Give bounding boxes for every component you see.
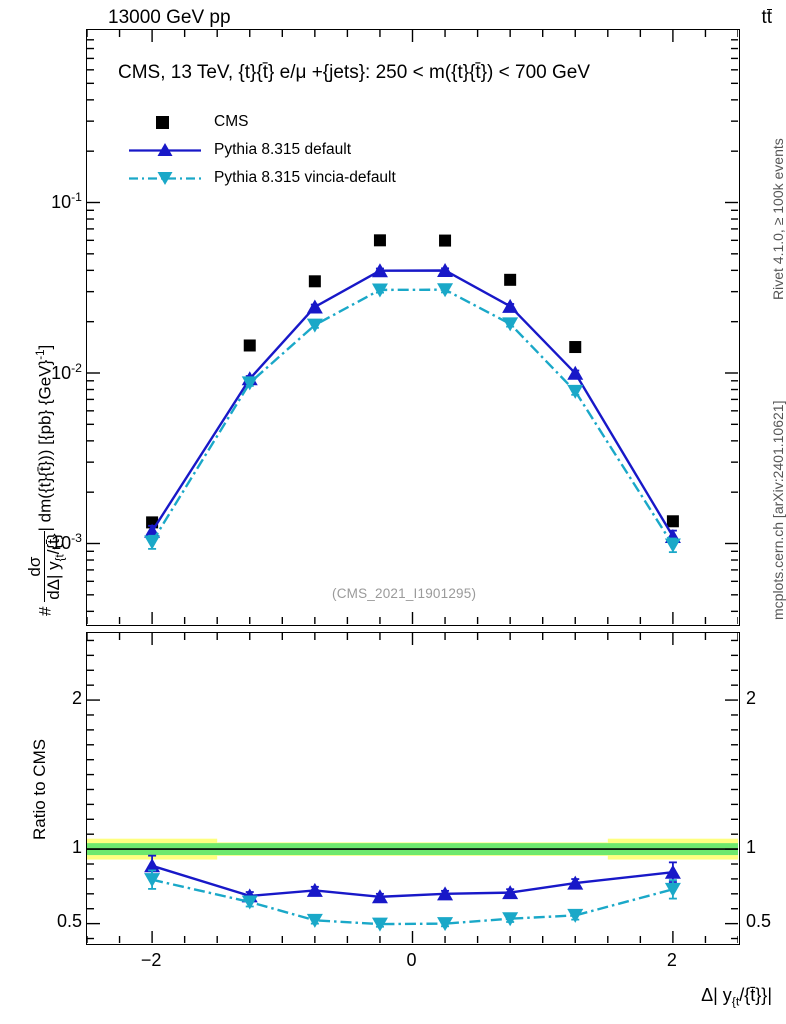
y-axis-tail: | dm({t}{t̄})) [{pb} {GeV} — [35, 359, 55, 532]
ratio-data-curves — [144, 854, 681, 932]
legend-item-pythia-default[interactable]: Pythia 8.315 default — [126, 136, 396, 164]
side-info-rivet: Rivet 4.1.0, ≥ 100k events — [770, 138, 786, 300]
legend-item-pythia-vincia[interactable]: Pythia 8.315 vincia-default — [126, 164, 396, 192]
legend-label-pythia-vincia: Pythia 8.315 vincia-default — [214, 169, 396, 186]
ratio-uncertainty-bands — [87, 838, 738, 860]
analysis-watermark: (CMS_2021_I1901295) — [332, 586, 477, 601]
plot-title: CMS, 13 TeV, {t}{t̄} e/μ +{jets}: 250 < … — [118, 62, 591, 83]
ratio-y-axis-label: Ratio to CMS — [30, 738, 49, 840]
main-plot-panel — [86, 29, 740, 626]
x-tick-label-1: 0 — [406, 950, 417, 970]
x-tick-label-2: 2 — [666, 950, 677, 970]
main-data-curves — [144, 234, 681, 554]
legend-marker-square — [156, 116, 169, 129]
legend-item-cms[interactable]: CMS — [126, 108, 396, 136]
main-plot-svg — [87, 30, 738, 624]
main-y-axis-label: # dσ dΔ| y{t/{t̄} | dm({t}{t̄})) [{pb} {… — [25, 344, 67, 616]
legend-marker-triangle-up — [129, 143, 201, 156]
x-tick-label-0: −2 — [140, 950, 162, 970]
legend-label-cms: CMS — [214, 113, 249, 130]
legend: CMS Pythia 8.315 default Pythia 8.315 vi… — [126, 108, 396, 192]
y-axis-hash: # — [35, 606, 55, 616]
ratio-y-tick-label-right-1: 1 — [746, 836, 757, 857]
y-tick-label-2: 10-3 — [51, 531, 82, 553]
ratio-y-tick-label-right-0: 2 — [746, 687, 757, 708]
ratio-y-tick-label-left-0: 2 — [71, 687, 82, 708]
header-beam-info: 13000 GeV pp — [108, 7, 231, 28]
legend-label-pythia-default: Pythia 8.315 default — [214, 141, 352, 158]
y-tick-label-1: 10-2 — [51, 360, 82, 383]
ratio-y-tick-label-left-2: 0.5 — [56, 911, 82, 932]
side-info-mcplots: mcplots.cern.ch [arXiv:2401.10621] — [770, 400, 786, 620]
ratio-axis-ticks — [87, 633, 738, 943]
x-axis-label: Δ| y{t/{t̄}}| — [701, 985, 772, 1009]
ratio-plot-svg — [87, 633, 738, 943]
ratio-plot-panel — [86, 632, 740, 945]
main-axis-ticks — [87, 30, 738, 624]
y-tick-label-0: 10-1 — [51, 190, 82, 212]
legend-marker-triangle-down — [129, 172, 201, 185]
ratio-y-tick-label-right-2: 0.5 — [746, 911, 772, 932]
ratio-y-tick-label-left-1: 1 — [71, 836, 82, 857]
